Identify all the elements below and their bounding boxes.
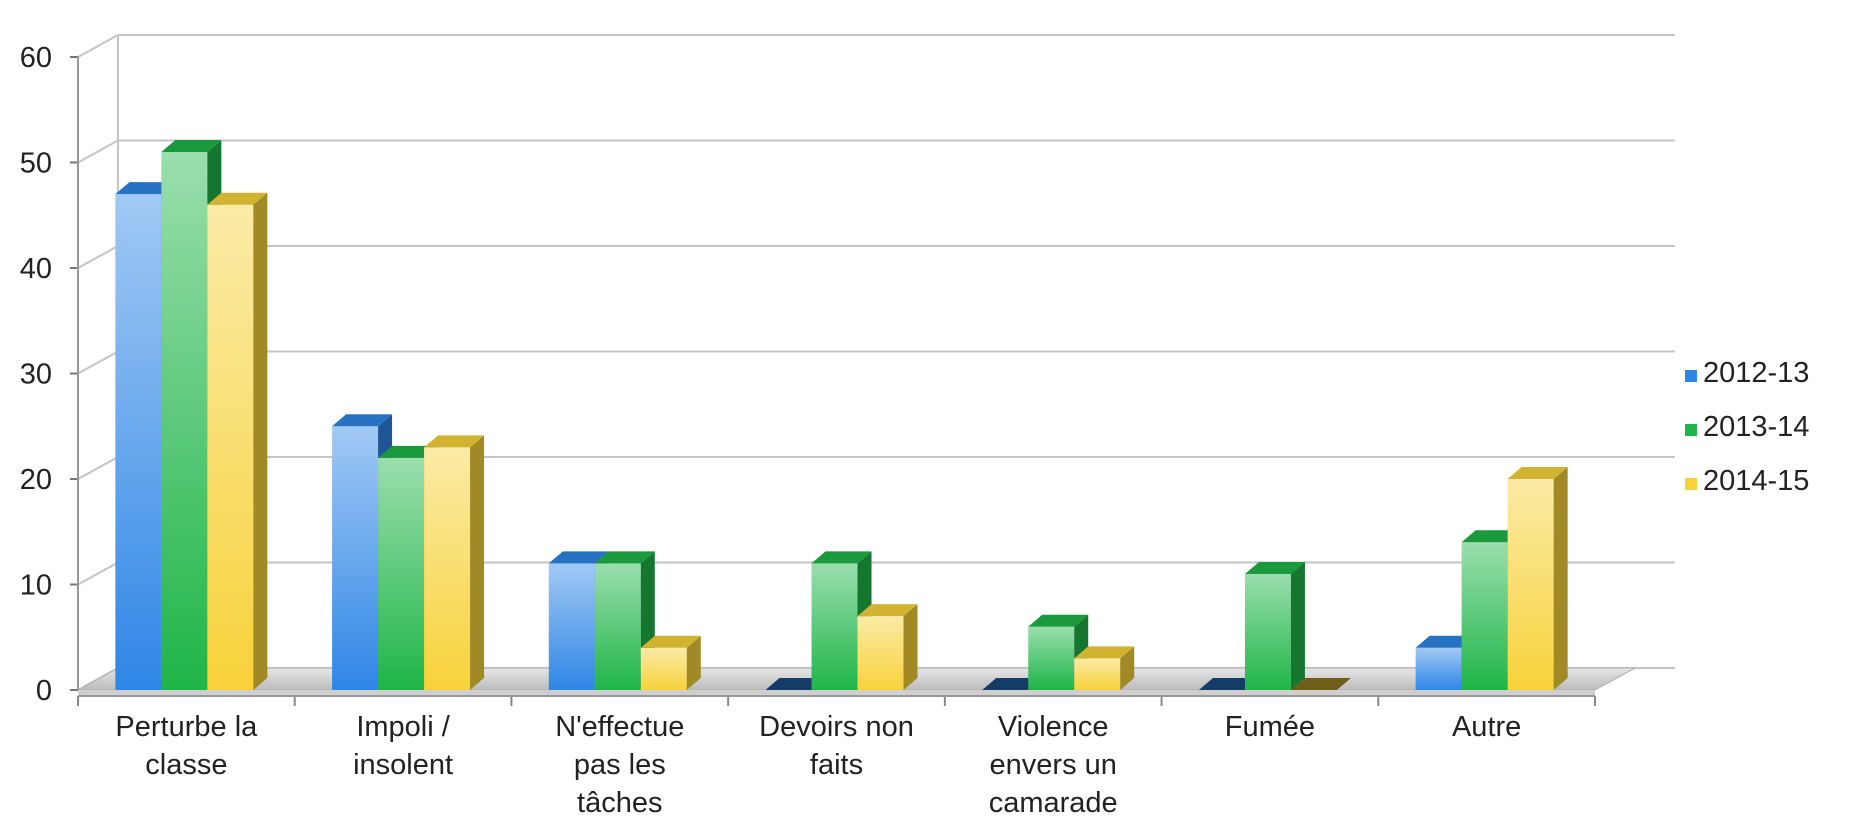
bar-top (1507, 467, 1568, 479)
bar (1198, 678, 1259, 690)
y-tick-label: 50 (20, 148, 52, 180)
chart-bars (115, 139, 1568, 690)
x-tick-label: Devoirs non faits (759, 711, 914, 781)
bar-top (594, 551, 655, 564)
bar-top (1074, 646, 1135, 659)
legend-label: 2012-13 (1703, 357, 1809, 389)
bar-top (811, 551, 872, 564)
x-tick-label: Perturbe la classe (115, 711, 258, 781)
bar (857, 604, 918, 690)
y-tick-label: 60 (20, 42, 52, 74)
x-tick-label: Violence envers un camarade (989, 711, 1118, 819)
bar-zero-cap (1290, 678, 1351, 690)
bar-zero-cap (982, 678, 1043, 690)
legend-label: 2014-15 (1703, 465, 1809, 497)
gridline-wall (77, 350, 119, 375)
bar-front (161, 151, 208, 690)
bar (207, 192, 268, 690)
bar-front (1415, 647, 1462, 690)
gridline-wall (77, 139, 119, 164)
bar-top (1415, 635, 1476, 648)
bar-front (378, 457, 425, 690)
chart-grid (77, 34, 1675, 696)
bar-top (1461, 530, 1522, 543)
bar-front (1074, 658, 1121, 690)
bar-top (548, 551, 609, 564)
chart-floor-edge (78, 690, 1595, 696)
gridline-wall (77, 456, 119, 480)
bar (982, 678, 1043, 690)
y-tick-label: 0 (36, 675, 52, 707)
gridline-wall (77, 34, 119, 58)
y-tick-label: 10 (20, 570, 52, 602)
bar-front (207, 204, 254, 690)
bar-front (115, 194, 162, 690)
bar-front (1507, 479, 1554, 690)
legend-swatch (1685, 370, 1697, 382)
bar-side (253, 192, 268, 690)
bar-side (1120, 646, 1135, 690)
x-tick-label: Autre (1452, 711, 1521, 743)
y-tick-label: 20 (20, 464, 52, 496)
x-tick-label: Impoli / insolent (353, 711, 453, 781)
x-tick-label: Fumée (1225, 711, 1315, 743)
bar-side (903, 604, 918, 690)
bar-zero-cap (765, 678, 826, 690)
bar-front (811, 563, 858, 690)
bar-top (207, 192, 268, 205)
bar-zero-cap (1198, 678, 1259, 690)
bar-top (161, 139, 222, 152)
bar-side (1553, 467, 1568, 690)
bar (640, 635, 701, 690)
bar-front (640, 647, 687, 690)
legend-label: 2013-14 (1703, 411, 1809, 443)
bar-top (115, 182, 176, 195)
bar-top (378, 445, 439, 458)
bar-top (640, 635, 701, 648)
bar-front (424, 447, 471, 690)
bar-top (857, 604, 918, 617)
bar-front (1028, 626, 1075, 690)
bar (1290, 678, 1351, 690)
x-tick-label: N'effectue pas les tâches (555, 711, 684, 819)
chart-legend: 2012-13 2013-14 2014-15 (1685, 357, 1809, 497)
bar (811, 551, 872, 690)
y-tick-label: 40 (20, 253, 52, 285)
bar (1244, 561, 1305, 690)
y-tick-label: 30 (20, 359, 52, 391)
bar-top (424, 435, 485, 448)
bar-side (470, 435, 485, 690)
bar-front (857, 616, 904, 690)
bar-front (594, 563, 641, 690)
legend-swatch (1685, 424, 1697, 436)
bar-front (332, 426, 379, 690)
gridline-wall (77, 245, 119, 269)
bar (1074, 646, 1135, 690)
bar-side (686, 635, 701, 690)
bar-front (1244, 573, 1291, 690)
bar-front (548, 563, 595, 690)
bar-front (1461, 542, 1508, 690)
bar (1507, 467, 1568, 690)
bar (765, 678, 826, 690)
bar (1415, 635, 1476, 690)
gridline-wall (77, 561, 119, 586)
bar-top (1244, 561, 1305, 574)
legend-swatch (1685, 478, 1697, 490)
chart-axes: 0 10 20 30 40 50 60 Perturbe la classe Impoli / in… (20, 42, 1596, 819)
bar-top (332, 414, 393, 427)
bar (424, 435, 485, 690)
bar-top (1028, 614, 1089, 627)
bar-side (1290, 561, 1305, 690)
